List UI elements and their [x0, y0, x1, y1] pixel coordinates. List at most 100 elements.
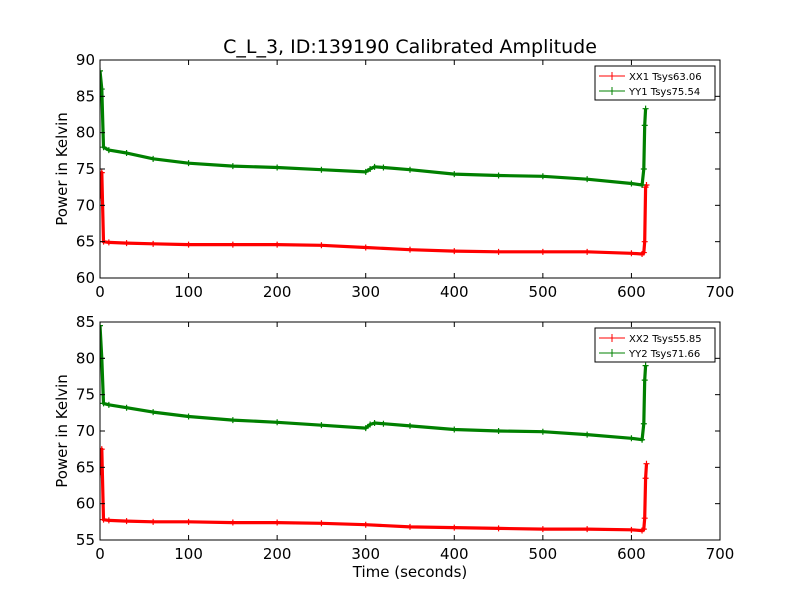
x-tick-label: 100 [174, 545, 203, 563]
y-tick-label: 55 [76, 531, 95, 549]
data-point [150, 409, 157, 416]
data-point [407, 523, 413, 530]
data-point [123, 518, 130, 525]
data-point [495, 248, 502, 255]
data-point [362, 244, 369, 251]
legend-label: XX1 Tsys63.06 [629, 72, 702, 83]
data-point [123, 240, 130, 247]
data-point [100, 322, 103, 329]
x-tick-label: 700 [706, 545, 735, 563]
x-tick-label: 500 [529, 283, 558, 301]
data-point [362, 168, 369, 175]
data-point [539, 526, 546, 533]
data-point [641, 122, 648, 129]
chart-2: 0 100 200 300 400 500 600 700 55 60 65 70 75 80 85 Powe… [53, 313, 734, 581]
data-point [100, 67, 103, 74]
data-point [495, 525, 502, 532]
data-point [229, 163, 236, 170]
data-point [539, 173, 546, 180]
x-tick-label: 200 [263, 545, 292, 563]
data-point [100, 400, 107, 407]
data-point [185, 160, 192, 167]
legend-label: XX2 Tsys55.85 [629, 334, 702, 345]
data-point [100, 144, 107, 151]
data-point [185, 241, 192, 248]
y-tick-label: 70 [76, 422, 95, 440]
data-point [642, 362, 649, 369]
plots: 0 100 200 300 400 500 600 70060657075808590Powe… [53, 51, 734, 581]
data-point [640, 526, 647, 533]
y-tick-label: 60 [76, 269, 95, 287]
data-point [371, 163, 378, 170]
data-point [640, 249, 647, 256]
data-point [105, 239, 112, 246]
data-point [318, 242, 325, 249]
legend: XX1 Tsys63.06 YY1 Tsys75.54 [594, 65, 716, 101]
x-tick-label: 600 [617, 545, 646, 563]
data-point [380, 420, 387, 427]
data-point [362, 521, 369, 528]
data-point [628, 526, 635, 533]
series-2 [100, 67, 649, 188]
data-point [407, 166, 413, 173]
data-point [584, 431, 591, 438]
data-point [105, 517, 112, 524]
y-tick-label: 60 [76, 495, 95, 513]
legend: XX2 Tsys55.85 YY2 Tsys71.66 [594, 327, 716, 363]
data-point [584, 176, 591, 183]
data-point [371, 420, 378, 427]
y-tick-label: 65 [76, 458, 95, 476]
data-point [367, 421, 374, 428]
data-point [584, 526, 591, 533]
data-point [628, 180, 635, 187]
legend-box [594, 65, 716, 101]
data-point [274, 519, 281, 526]
data-point [150, 155, 157, 162]
y-tick-label: 80 [76, 349, 95, 367]
data-point [628, 435, 635, 442]
y-tick-label: 90 [76, 51, 95, 69]
data-point [229, 417, 236, 424]
data-point [451, 524, 458, 531]
data-point [362, 425, 369, 432]
data-point [229, 519, 236, 526]
data-point [100, 169, 105, 176]
y-tick-label: 75 [76, 160, 95, 178]
data-point [640, 420, 647, 427]
y-tick-label: 65 [76, 233, 95, 251]
data-point [642, 475, 649, 482]
data-point [100, 471, 103, 478]
series-1 [100, 446, 650, 534]
y-tick-label: 85 [76, 313, 95, 331]
data-point [367, 166, 374, 172]
data-point [100, 86, 105, 93]
y-tick-label: 75 [76, 386, 95, 404]
x-tick-label: 300 [351, 283, 380, 301]
data-point [539, 428, 546, 435]
data-point [100, 195, 103, 202]
data-point [639, 181, 646, 188]
x-axis-label: Time (seconds) [352, 563, 468, 581]
legend-box [594, 327, 716, 363]
data-point [318, 422, 325, 429]
legend-label: YY1 Tsys75.54 [628, 87, 700, 98]
y-tick-label: 85 [76, 87, 95, 105]
data-point [100, 516, 107, 523]
series-line [100, 447, 649, 533]
y-tick-label: 70 [76, 196, 95, 214]
data-point [123, 404, 130, 411]
series-line [100, 171, 648, 256]
data-point [318, 166, 325, 173]
data-point [407, 422, 413, 429]
figure-title: C_L_3, ID:139190 Calibrated Amplitude [223, 36, 597, 58]
data-point [105, 401, 112, 408]
data-point [105, 147, 112, 154]
x-tick-label: 0 [95, 545, 105, 563]
data-point [628, 250, 635, 257]
legend-label: YY2 Tsys71.66 [628, 349, 700, 360]
x-tick-label: 700 [706, 283, 735, 301]
data-point [584, 248, 591, 255]
x-tick-label: 300 [351, 545, 380, 563]
data-point [100, 446, 105, 453]
